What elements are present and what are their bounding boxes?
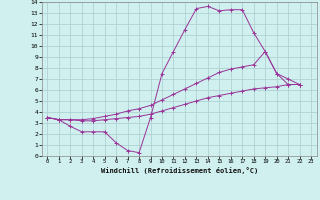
X-axis label: Windchill (Refroidissement éolien,°C): Windchill (Refroidissement éolien,°C) (100, 167, 258, 174)
